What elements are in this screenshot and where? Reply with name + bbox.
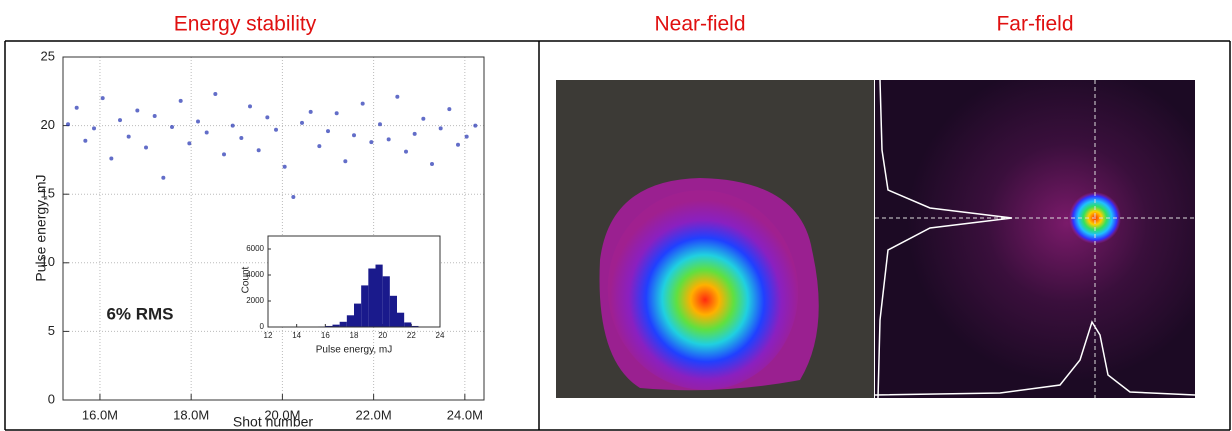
data-point [144,145,149,150]
data-point [92,126,97,131]
plot-frame [267,235,441,328]
data-point [473,123,478,128]
plot-frame [62,56,485,401]
data-point [170,124,175,129]
histogram-bar [411,325,419,327]
data-point [66,122,71,127]
data-point [421,116,426,121]
data-point [222,152,227,157]
data-point [447,107,452,112]
x-tick-label: 20 [378,331,387,340]
data-point [196,119,201,124]
data-point [464,134,469,139]
data-point [430,162,435,167]
y-tick-label: 10 [41,254,55,269]
data-point [265,115,270,120]
data-point [178,98,183,103]
data-point [83,138,88,143]
histogram-bar [375,264,383,327]
y-tick-label: 5 [48,323,55,338]
data-point [360,101,365,106]
y-tick-label: 20 [41,117,55,132]
y-tick-label: 15 [41,186,55,201]
data-point [74,105,79,110]
data-point [386,137,391,142]
histogram-bar [368,268,376,327]
x-tick-label: 18.0M [173,407,209,422]
data-point [213,92,218,97]
x-tick-label: 24.0M [447,407,483,422]
x-tick-label: 16 [321,331,330,340]
histogram-bar [346,315,354,327]
data-point [161,175,166,180]
data-point [187,141,192,146]
histogram-bar [397,312,405,327]
data-point [317,144,322,149]
data-point [395,94,400,99]
y-tick-label: 25 [41,48,55,63]
data-point [378,122,383,127]
data-point [135,108,140,113]
data-point [256,148,261,153]
histogram-bar [339,321,347,327]
plot-area [63,57,484,400]
data-point [230,123,235,128]
x-tick-label: 22.0M [356,407,392,422]
near-field-image [556,80,874,398]
x-tick-label: 14 [292,331,301,340]
x-axis-label: Pulse energy, mJ [316,345,393,356]
histogram-bar [325,325,333,327]
table-border [4,40,1231,431]
data-point [109,156,114,161]
x-tick-label: 18 [350,331,359,340]
data-point [334,111,339,116]
x-tick-label: 12 [264,331,273,340]
data-point [248,104,253,109]
x-tick-label: 20.0M [264,407,300,422]
data-point [300,120,305,125]
annotation: 6% RMS [106,304,173,323]
data-point [369,140,374,145]
data-point [274,127,279,132]
x-axis-label: Shot number [233,414,313,430]
x-tick-label: 16.0M [82,407,118,422]
column-header: Energy stability [174,13,317,36]
y-axis-label: Count [241,266,252,293]
x-tick-label: 22 [407,331,416,340]
data-point [118,118,123,123]
data-point [308,109,313,114]
data-point [404,149,409,154]
data-point [438,126,443,131]
data-point [291,194,296,199]
y-tick-label: 4000 [246,270,264,279]
data-point [412,131,417,136]
histogram-bar [389,295,397,327]
data-point [343,159,348,164]
histogram-bar [332,324,340,327]
far-field-image [874,79,1196,399]
column-header: Far-field [996,13,1073,36]
data-point [282,164,287,169]
data-point [152,113,157,118]
y-tick-label: 0 [260,322,265,331]
histogram-bar [382,276,390,327]
y-tick-label: 0 [48,391,55,406]
data-point [204,130,209,135]
y-tick-label: 2000 [246,296,264,305]
histogram-bar [404,322,412,327]
histogram-bar [354,303,362,327]
data-point [326,129,331,134]
column-header: Near-field [654,13,745,36]
y-axis-label: Pulse energy, mJ [33,174,49,281]
data-point [456,142,461,147]
data-point [100,96,105,101]
y-tick-label: 6000 [246,244,264,253]
x-tick-label: 24 [436,331,445,340]
data-point [126,134,131,139]
histogram-bar [361,285,369,327]
data-point [352,133,357,138]
data-point [239,135,244,140]
